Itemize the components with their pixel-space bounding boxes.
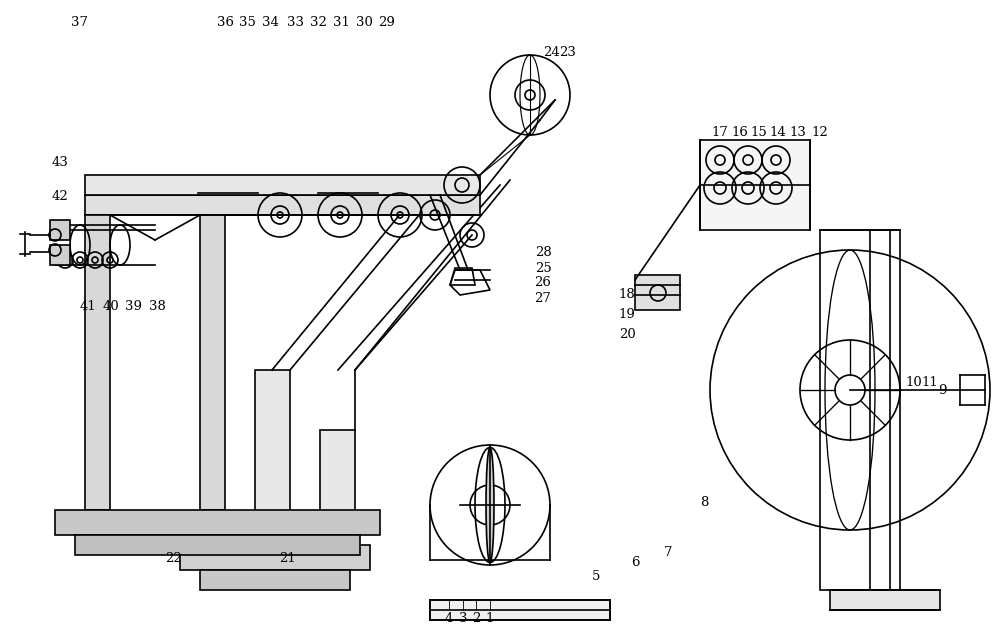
Text: 16: 16 [732,126,748,140]
Text: 41: 41 [80,300,96,313]
Text: 33: 33 [287,16,304,28]
Text: 10: 10 [906,375,922,389]
Text: 40: 40 [103,300,119,313]
Text: 19: 19 [619,308,635,320]
Text: 29: 29 [379,16,395,28]
Bar [635,275,680,310]
Text: 2: 2 [472,612,480,624]
Bar [50,220,70,240]
Ellipse shape [486,447,494,562]
Text: 11: 11 [922,375,938,389]
Text: 26: 26 [535,277,551,289]
Text: 35: 35 [239,16,255,28]
Text: 15: 15 [751,126,767,140]
Polygon shape [255,370,290,545]
Text: 24: 24 [543,46,559,59]
Text: 43: 43 [52,157,68,169]
Text: 30: 30 [356,16,372,28]
Text: 20: 20 [619,327,635,341]
Polygon shape [430,600,610,620]
Text: 21: 21 [280,552,296,564]
Text: 28: 28 [535,246,551,260]
Polygon shape [85,195,480,215]
Text: 34: 34 [262,16,278,28]
Text: 18: 18 [619,288,635,300]
Text: 12: 12 [812,126,828,140]
Polygon shape [200,570,350,590]
Text: 3: 3 [459,612,467,624]
Text: 5: 5 [592,571,600,583]
Text: 4: 4 [445,612,453,624]
Text: 27: 27 [535,291,551,305]
Polygon shape [75,535,360,555]
Text: 17: 17 [712,126,728,140]
Bar [700,140,810,230]
Text: 13: 13 [790,126,806,140]
Text: 38: 38 [149,300,165,313]
Polygon shape [55,510,380,535]
Polygon shape [85,175,480,195]
Text: 32: 32 [310,16,326,28]
Text: 37: 37 [72,16,88,28]
Text: 31: 31 [333,16,349,28]
Text: 23: 23 [560,46,576,59]
Polygon shape [85,215,110,510]
Polygon shape [830,590,940,610]
Text: 39: 39 [126,300,143,313]
Text: 22: 22 [165,552,181,564]
Text: 42: 42 [52,190,68,204]
Text: 14: 14 [770,126,786,140]
Text: 1: 1 [486,612,494,624]
Polygon shape [180,545,370,570]
Text: 25: 25 [535,262,551,274]
Polygon shape [320,430,355,545]
Text: 36: 36 [216,16,234,28]
Text: 9: 9 [938,384,946,396]
Text: 8: 8 [700,497,708,509]
Polygon shape [200,215,225,510]
Text: 7: 7 [664,545,672,559]
Bar [50,245,70,265]
Text: 6: 6 [631,557,639,569]
